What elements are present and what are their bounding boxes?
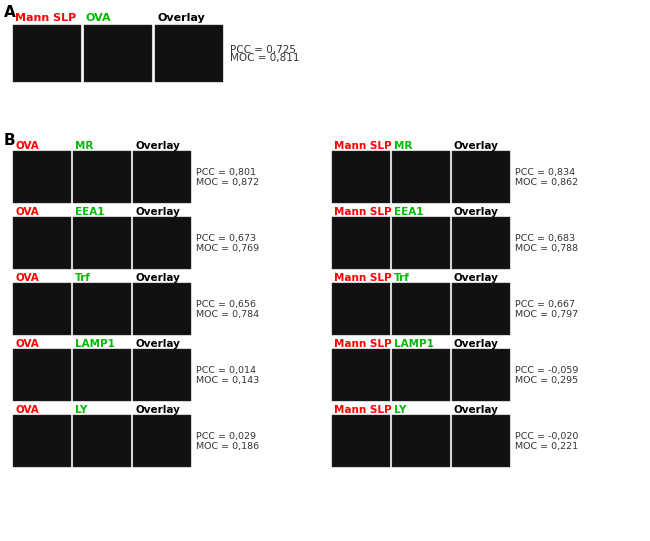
Text: Mann SLP: Mann SLP <box>334 339 391 349</box>
Bar <box>133 349 191 401</box>
Text: A: A <box>4 5 16 20</box>
Text: OVA: OVA <box>15 273 39 283</box>
Text: PCC = 0,029: PCC = 0,029 <box>196 432 256 441</box>
Text: Overlay: Overlay <box>135 141 180 151</box>
Text: MOC = 0,797: MOC = 0,797 <box>515 309 578 319</box>
Text: Mann SLP: Mann SLP <box>334 405 391 415</box>
Text: PCC = 0,014: PCC = 0,014 <box>196 366 256 375</box>
Bar <box>13 151 71 203</box>
Text: PCC = -0,059: PCC = -0,059 <box>515 366 578 375</box>
Text: MOC = 0,186: MOC = 0,186 <box>196 441 259 451</box>
Text: MOC = 0,295: MOC = 0,295 <box>515 375 578 385</box>
Bar <box>332 217 390 269</box>
Bar <box>133 217 191 269</box>
Bar <box>452 349 510 401</box>
Bar <box>84 25 152 82</box>
Text: Trf: Trf <box>394 273 410 283</box>
Text: Overlay: Overlay <box>454 141 499 151</box>
Bar <box>133 415 191 467</box>
Text: LY: LY <box>394 405 406 415</box>
Text: EEA1: EEA1 <box>75 207 105 217</box>
Text: MOC = 0,784: MOC = 0,784 <box>196 309 259 319</box>
Bar <box>332 349 390 401</box>
Text: B: B <box>4 133 16 148</box>
Text: Mann SLP: Mann SLP <box>334 273 391 283</box>
Text: MOC = 0,862: MOC = 0,862 <box>515 177 578 187</box>
Text: MOC = 0,221: MOC = 0,221 <box>515 441 578 451</box>
Text: Overlay: Overlay <box>454 405 499 415</box>
Text: MOC = 0,769: MOC = 0,769 <box>196 243 259 253</box>
Text: PCC = 0,834: PCC = 0,834 <box>515 168 575 177</box>
Bar <box>73 283 131 335</box>
Bar <box>452 151 510 203</box>
Bar <box>133 151 191 203</box>
Bar <box>332 151 390 203</box>
Bar <box>73 217 131 269</box>
Bar <box>13 217 71 269</box>
Text: PCC = 0,673: PCC = 0,673 <box>196 234 256 243</box>
Text: PCC = 0,683: PCC = 0,683 <box>515 234 575 243</box>
Bar <box>392 349 450 401</box>
Text: MOC = 0,143: MOC = 0,143 <box>196 375 259 385</box>
Bar <box>155 25 223 82</box>
Text: Mann SLP: Mann SLP <box>334 207 391 217</box>
Text: Overlay: Overlay <box>454 207 499 217</box>
Bar <box>133 283 191 335</box>
Bar <box>332 415 390 467</box>
Text: MOC = 0,872: MOC = 0,872 <box>196 177 259 187</box>
Text: OVA: OVA <box>15 207 39 217</box>
Text: Trf: Trf <box>75 273 91 283</box>
Text: LAMP1: LAMP1 <box>394 339 434 349</box>
Text: PCC = 0,801: PCC = 0,801 <box>196 168 256 177</box>
Bar <box>13 349 71 401</box>
Bar <box>392 283 450 335</box>
Bar <box>452 217 510 269</box>
Text: PCC = 0,725: PCC = 0,725 <box>230 44 296 55</box>
Text: Overlay: Overlay <box>135 339 180 349</box>
Text: OVA: OVA <box>15 339 39 349</box>
Text: Overlay: Overlay <box>135 273 180 283</box>
Bar <box>13 25 81 82</box>
Text: Overlay: Overlay <box>454 339 499 349</box>
Bar <box>452 415 510 467</box>
Text: MOC = 0,811: MOC = 0,811 <box>230 54 300 63</box>
Bar <box>73 349 131 401</box>
Text: Overlay: Overlay <box>135 405 180 415</box>
Text: Overlay: Overlay <box>157 13 205 23</box>
Text: PCC = 0,656: PCC = 0,656 <box>196 300 256 309</box>
Text: EEA1: EEA1 <box>394 207 424 217</box>
Text: PCC = 0,667: PCC = 0,667 <box>515 300 575 309</box>
Bar <box>73 151 131 203</box>
Bar <box>332 283 390 335</box>
Text: Mann SLP: Mann SLP <box>15 13 76 23</box>
Bar <box>73 415 131 467</box>
Bar <box>392 415 450 467</box>
Text: OVA: OVA <box>86 13 112 23</box>
Bar <box>392 217 450 269</box>
Text: Overlay: Overlay <box>454 273 499 283</box>
Text: MOC = 0,788: MOC = 0,788 <box>515 243 578 253</box>
Text: MR: MR <box>394 141 412 151</box>
Text: LAMP1: LAMP1 <box>75 339 115 349</box>
Text: OVA: OVA <box>15 141 39 151</box>
Text: Overlay: Overlay <box>135 207 180 217</box>
Text: OVA: OVA <box>15 405 39 415</box>
Bar <box>392 151 450 203</box>
Text: PCC = -0,020: PCC = -0,020 <box>515 432 578 441</box>
Bar <box>13 415 71 467</box>
Bar <box>452 283 510 335</box>
Text: MR: MR <box>75 141 94 151</box>
Text: LY: LY <box>75 405 87 415</box>
Bar <box>13 283 71 335</box>
Text: Mann SLP: Mann SLP <box>334 141 391 151</box>
